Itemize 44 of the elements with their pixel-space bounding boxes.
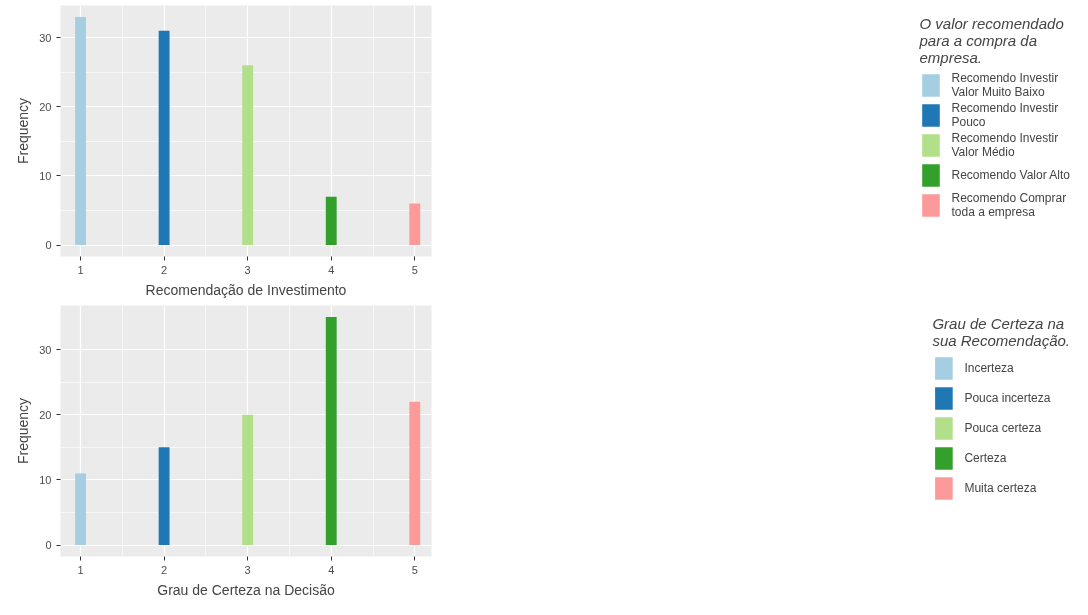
- bar: [75, 16, 86, 246]
- y-tick-label: 20: [39, 100, 52, 113]
- legend-label: Recomendo Comprar toda a empresa: [951, 191, 1067, 219]
- x-tick-label: 4: [328, 263, 335, 276]
- y-tick-label: 30: [39, 343, 52, 356]
- bar: [158, 30, 170, 246]
- y-tick-label: 20: [39, 408, 52, 421]
- bar: [242, 414, 254, 546]
- x-tick-label: 1: [77, 263, 84, 276]
- legend-title: Grau de Certeza na sua Recomendação.: [932, 315, 1070, 349]
- y-axis-title: Frequency: [15, 397, 32, 465]
- x-tick-label: 4: [328, 563, 335, 576]
- y-axis-title: Frequency: [15, 97, 32, 165]
- legend-label: Incerteza: [964, 361, 1014, 375]
- legend-label: Muita certeza: [964, 481, 1037, 495]
- legend-label: Recomendo Investir Pouco: [951, 101, 1059, 129]
- legend-label: Recomendo Investir Valor Muito Baixo: [951, 71, 1059, 99]
- y-tick-label: 0: [45, 239, 52, 252]
- x-tick-label: 2: [161, 263, 168, 276]
- bar: [242, 65, 254, 246]
- x-tick-label: 5: [411, 563, 418, 576]
- x-axis-title: Recomendação de Investimento: [145, 281, 347, 298]
- bar: [75, 473, 86, 546]
- legend-label: Recomendo Investir Valor Médio: [951, 131, 1059, 159]
- x-tick-label: 3: [244, 563, 251, 576]
- legend-label: Pouca incerteza: [964, 391, 1051, 405]
- legend-title: O valor recomendado para a compra da empresa.: [919, 15, 1065, 66]
- y-tick-label: 10: [39, 473, 52, 486]
- legend-label: Certeza: [964, 451, 1007, 465]
- x-tick-label: 1: [77, 563, 84, 576]
- bar: [158, 447, 170, 546]
- y-tick-label: 30: [39, 31, 52, 44]
- x-tick-label: 5: [411, 263, 418, 276]
- legend-label: Pouca certeza: [964, 421, 1042, 435]
- y-tick-label: 10: [39, 169, 52, 182]
- x-axis-title: Grau de Certeza na Decisão: [157, 581, 335, 598]
- x-tick-label: 2: [161, 563, 168, 576]
- bar: [409, 401, 421, 546]
- x-tick-label: 3: [244, 263, 251, 276]
- bar: [409, 203, 421, 246]
- bar: [325, 316, 337, 546]
- legend-label: Recomendo Valor Alto: [951, 168, 1070, 182]
- y-tick-label: 0: [45, 539, 52, 552]
- bar: [325, 196, 337, 246]
